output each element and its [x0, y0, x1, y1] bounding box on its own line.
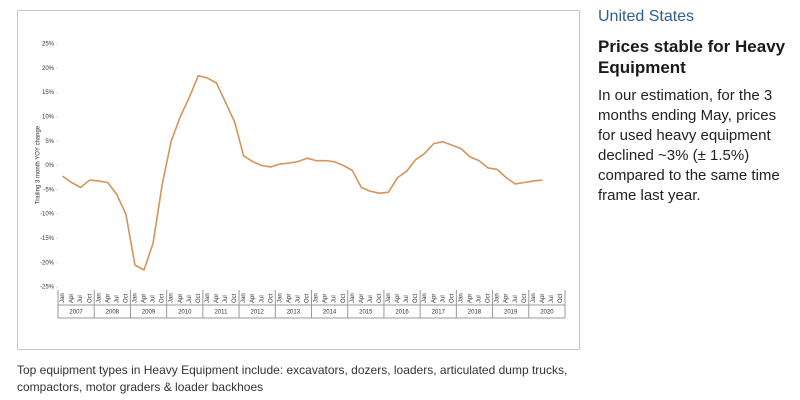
- year-label: 2017: [432, 310, 446, 316]
- x-tick-label: Oct: [377, 293, 383, 303]
- x-tick-label: Jan: [314, 293, 320, 303]
- x-tick-label: Jul: [477, 295, 483, 303]
- year-label: 2019: [504, 310, 518, 316]
- x-tick-label: Jan: [60, 293, 66, 303]
- x-tick-label: Apr: [359, 294, 365, 303]
- heading: Prices stable for Heavy Equipment: [598, 37, 786, 77]
- y-tick-label: -20%: [40, 260, 55, 266]
- x-tick-label: Apr: [105, 294, 111, 303]
- x-tick-label: Jan: [133, 293, 139, 303]
- region: United States: [598, 8, 695, 25]
- y-tick-label: 25%: [42, 42, 55, 48]
- body-text: In our estimation, for the 3 months endi…: [598, 87, 780, 204]
- x-tick-label: Jan: [350, 293, 356, 303]
- x-tick-label: Oct: [268, 293, 274, 303]
- x-tick-label: Apr: [468, 294, 474, 303]
- sidebar: United States Prices stable for Heavy Eq…: [598, 8, 793, 206]
- x-tick-label: Jul: [78, 295, 84, 303]
- y-tick-label: -10%: [40, 212, 55, 218]
- x-tick-label: Apr: [286, 294, 292, 303]
- y-tick-label: 10%: [42, 114, 55, 120]
- x-tick-label: Apr: [142, 294, 148, 303]
- year-label: 2018: [468, 310, 482, 316]
- chart-frame: [17, 10, 580, 350]
- x-tick-label: Oct: [305, 293, 311, 303]
- x-tick-label: Jan: [169, 293, 175, 303]
- x-tick-label: Jan: [205, 293, 211, 303]
- year-label: 2007: [69, 310, 83, 316]
- x-tick-label: Oct: [232, 293, 238, 303]
- x-tick-label: Apr: [178, 294, 184, 303]
- x-tick-label: Jul: [404, 295, 410, 303]
- y-tick-label: -5%: [43, 187, 54, 193]
- x-tick-label: Jan: [277, 293, 283, 303]
- y-tick-label: 0%: [45, 163, 54, 169]
- x-tick-label: Apr: [431, 294, 437, 303]
- year-label: 2016: [395, 310, 409, 316]
- x-tick-label: Jan: [241, 293, 247, 303]
- x-tick-label: Apr: [504, 294, 510, 303]
- x-tick-label: Jan: [422, 293, 428, 303]
- x-tick-label: Jul: [440, 295, 446, 303]
- x-tick-label: Jul: [223, 295, 229, 303]
- x-tick-label: Jan: [386, 293, 392, 303]
- x-tick-label: Apr: [214, 294, 220, 303]
- x-tick-label: Oct: [413, 293, 419, 303]
- y-tick-label: 20%: [42, 66, 55, 72]
- x-tick-label: Jul: [549, 295, 555, 303]
- year-label: 2020: [540, 310, 554, 316]
- year-label: 2009: [142, 310, 156, 316]
- year-label: 2015: [359, 310, 373, 316]
- x-tick-label: Apr: [250, 294, 256, 303]
- x-tick-label: Oct: [160, 293, 166, 303]
- x-tick-label: Apr: [323, 294, 329, 303]
- caption: Top equipment types in Heavy Equipment i…: [17, 363, 568, 394]
- x-tick-label: Jul: [151, 295, 157, 303]
- y-tick-label: -25%: [40, 285, 55, 291]
- data-line: [62, 74, 543, 271]
- year-label: 2010: [178, 310, 192, 316]
- x-tick-label: Oct: [341, 293, 347, 303]
- year-label: 2014: [323, 310, 337, 316]
- x-tick-label: Jul: [187, 295, 193, 303]
- year-label: 2013: [287, 310, 301, 316]
- x-tick-label: Jan: [96, 293, 102, 303]
- x-tick-label: Jul: [513, 295, 519, 303]
- x-tick-label: Jul: [259, 295, 265, 303]
- x-tick-label: Apr: [69, 294, 75, 303]
- x-tick-label: Oct: [87, 293, 93, 303]
- x-tick-label: Oct: [558, 293, 564, 303]
- x-tick-label: Jul: [332, 295, 338, 303]
- x-tick-label: Oct: [123, 293, 129, 303]
- x-tick-label: Oct: [486, 293, 492, 303]
- x-tick-label: Jul: [295, 295, 301, 303]
- x-tick-label: Jan: [495, 293, 501, 303]
- year-label: 2012: [250, 310, 264, 316]
- year-label: 2011: [215, 310, 229, 316]
- y-tick-label: 15%: [42, 90, 55, 96]
- y-tick-label: 5%: [45, 139, 54, 145]
- x-tick-label: Oct: [522, 293, 528, 303]
- x-tick-label: Oct: [196, 293, 202, 303]
- y-tick-label: -15%: [40, 236, 55, 242]
- x-tick-label: Oct: [449, 293, 455, 303]
- x-tick-label: Jan: [531, 293, 537, 303]
- x-tick-label: Jul: [114, 295, 120, 303]
- x-tick-label: Apr: [540, 294, 546, 303]
- x-tick-label: Jan: [458, 293, 464, 303]
- y-axis-title: Trailing 3 month YOY change: [36, 125, 42, 204]
- year-label: 2008: [106, 310, 120, 316]
- x-tick-label: Jul: [368, 295, 374, 303]
- x-tick-label: Apr: [395, 294, 401, 303]
